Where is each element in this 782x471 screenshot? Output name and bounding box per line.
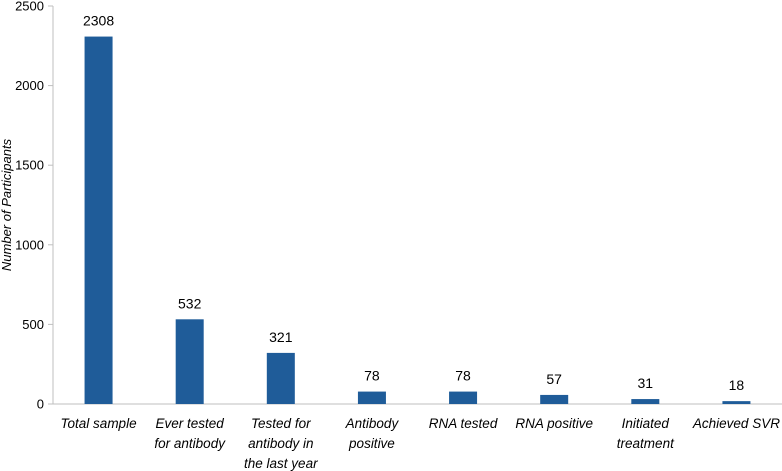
y-tick-label: 1000	[15, 237, 44, 252]
bar	[631, 399, 660, 404]
y-tick-label: 0	[37, 397, 44, 412]
data-label: 78	[364, 368, 380, 384]
x-tick-label: Tested for	[251, 416, 311, 431]
x-tick-label: Antibody	[345, 416, 400, 431]
x-tick-label: positive	[348, 436, 395, 451]
data-label: 57	[546, 371, 562, 387]
data-label: 18	[729, 377, 745, 393]
bar	[540, 394, 569, 404]
bar	[175, 319, 204, 404]
y-tick-label: 1500	[15, 158, 44, 173]
bar	[449, 391, 478, 404]
x-tick-label: Total sample	[61, 416, 137, 431]
x-tick-label: antibody in	[248, 436, 313, 451]
data-label: 2308	[83, 13, 114, 29]
x-tick-label: RNA positive	[515, 416, 593, 431]
y-tick-label: 2000	[15, 78, 44, 93]
y-tick-label: 500	[22, 317, 44, 332]
x-tick-label: Initiated	[622, 416, 670, 431]
data-label: 532	[178, 295, 202, 311]
bar	[722, 401, 751, 404]
y-tick-label: 2500	[15, 0, 44, 14]
x-tick-label: the last year	[244, 456, 318, 471]
data-label: 31	[638, 375, 654, 391]
bar	[357, 391, 386, 404]
x-tick-label: Achieved SVR	[692, 416, 780, 431]
data-label: 321	[269, 329, 293, 345]
bar	[84, 36, 113, 404]
bar	[266, 352, 295, 404]
x-tick-label: for antibody	[154, 436, 226, 451]
x-tick-label: RNA tested	[429, 416, 498, 431]
y-axis-title: Number of Participants	[0, 138, 14, 271]
x-tick-label: treatment	[617, 436, 675, 451]
data-label: 78	[455, 368, 471, 384]
x-tick-label: Ever tested	[156, 416, 225, 431]
